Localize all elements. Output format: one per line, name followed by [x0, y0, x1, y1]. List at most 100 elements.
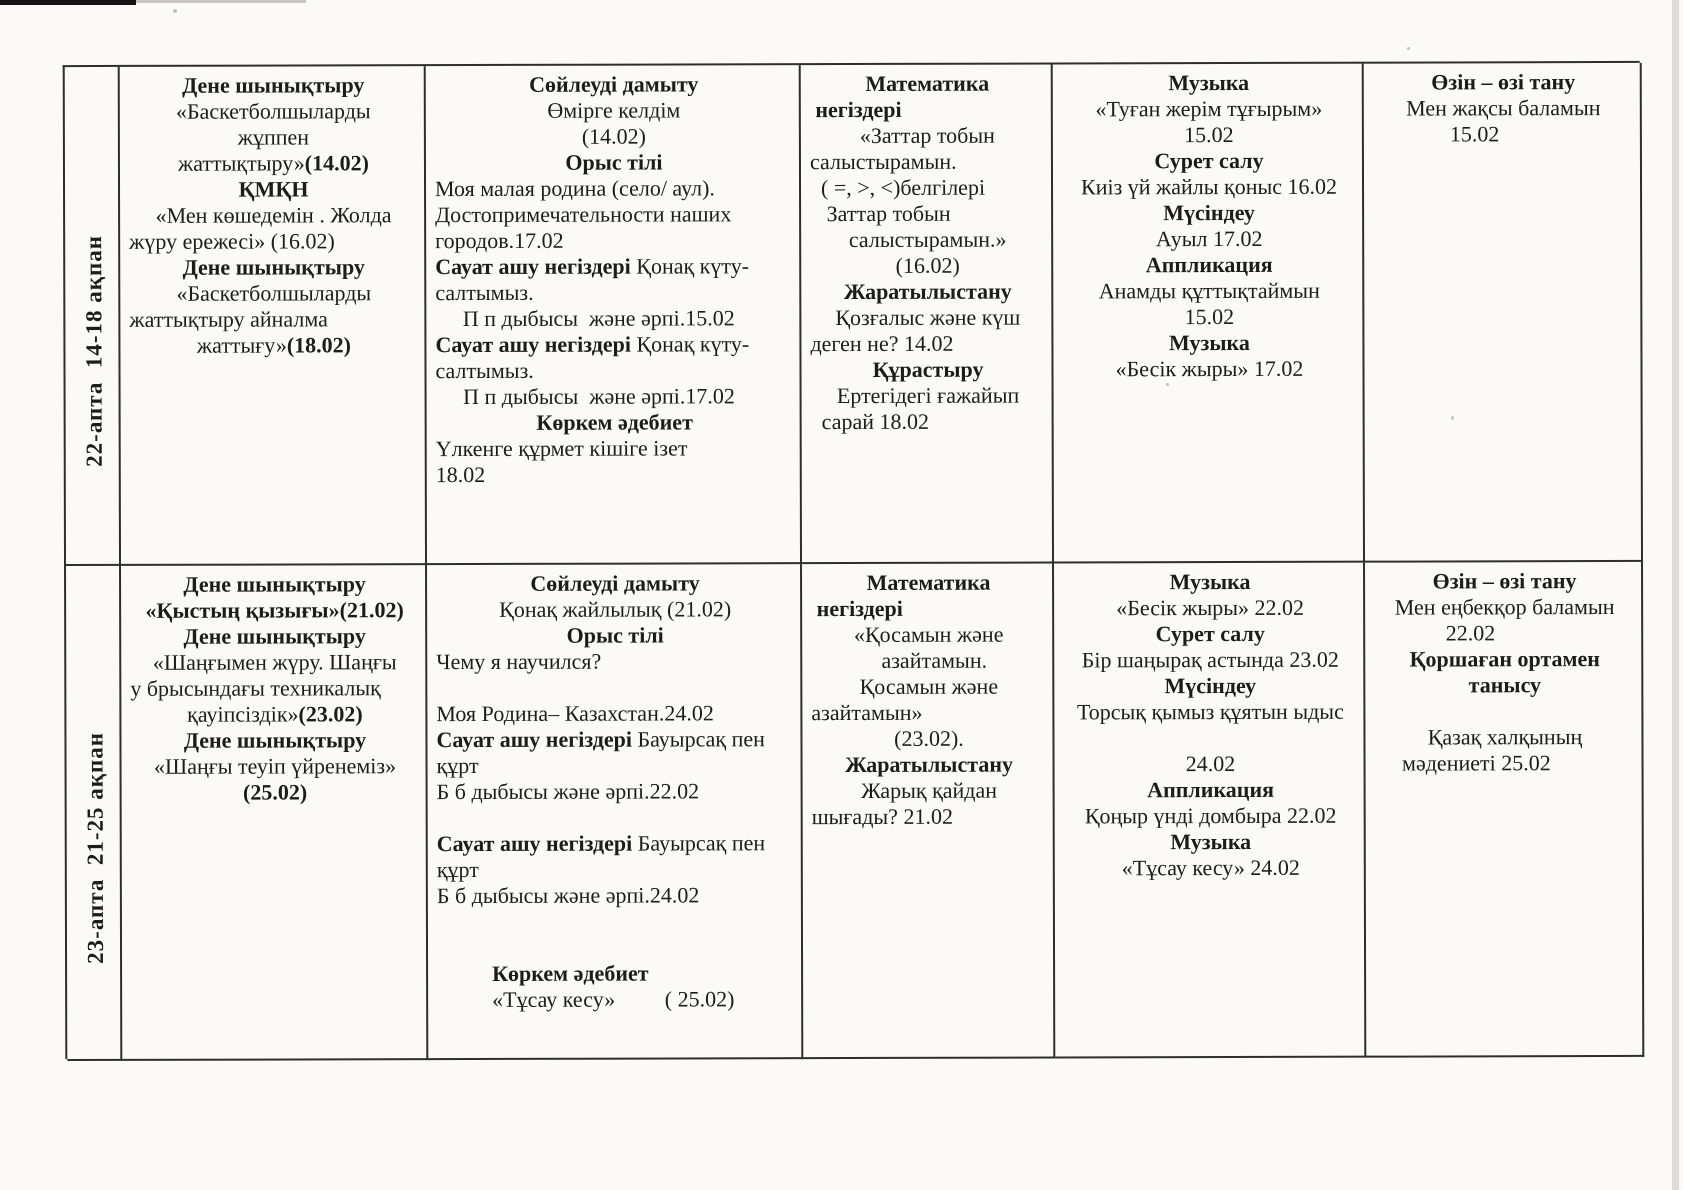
- text-line: танысу: [1374, 672, 1635, 699]
- text-segment: П п дыбысы және әрпі.17.02: [435, 383, 735, 410]
- text-line: Мүсіндеу: [1063, 673, 1357, 700]
- text-line: Аппликация: [1064, 777, 1358, 804]
- text-segment: Ауыл 17.02: [1155, 225, 1263, 252]
- text-segment: 15.02: [1184, 304, 1235, 330]
- text-line: «Мен көшедемін . Жолда: [129, 202, 418, 229]
- text-line: негіздері: [810, 96, 1045, 123]
- cell-physical-education-week22: Дене шынықтыру «Баскетболшыларды жұппен жат…: [119, 66, 428, 566]
- text-line: жаттықтыру айналма: [129, 306, 418, 333]
- text-segment: мәдениеті 25.02: [1374, 750, 1551, 776]
- cell-physical-education-week23: Дене шынықтыру «Қыстың қызығы»(21.02) Дене…: [121, 565, 429, 1061]
- text-line: (14.02): [435, 123, 793, 150]
- week-cell-23: 23-апта 21-25 ақпан: [66, 565, 123, 1062]
- text-line: Ертегідегі ғажайып: [811, 382, 1046, 409]
- text-line: Б б дыбысы және әрпі.22.02: [437, 778, 795, 805]
- text-line: [1374, 698, 1635, 725]
- text-line: Заттар тобын: [810, 200, 1045, 227]
- text-line: [437, 908, 795, 935]
- text-line: Музыка: [1064, 829, 1358, 856]
- text-segment-bold: Өзін – өзі тану: [1432, 568, 1577, 594]
- text-segment-bold: Сурет салу: [1155, 620, 1265, 647]
- text-segment: салтымыз.: [435, 357, 534, 384]
- text-line: азайтамын.: [811, 647, 1046, 674]
- text-line: Дене шынықтыру: [129, 254, 418, 281]
- text-segment: ( =, >, <)белгілері: [809, 174, 986, 201]
- text-segment: Чему я научился?: [436, 648, 602, 675]
- text-segment: 22.02: [1374, 620, 1496, 646]
- text-line: салыстырамын.: [810, 148, 1045, 175]
- text-line: 15.02: [1062, 304, 1356, 331]
- text-line: «Тұсау кесу» ( 25.02): [437, 986, 795, 1013]
- text-segment-bold: негіздері: [809, 96, 902, 123]
- scan-artifact: [136, 0, 306, 3]
- text-line: ҚМҚН: [129, 176, 418, 203]
- text-segment: Б б дыбысы және әрпі.22.02: [436, 778, 700, 805]
- text-segment: құрт: [436, 856, 479, 883]
- text-line: (25.02): [131, 779, 420, 806]
- text-segment: «Заттар тобын: [859, 122, 995, 148]
- text-segment-bold: Жаратылыстану: [843, 278, 1012, 305]
- text-line: Бір шаңырақ астында 23.02: [1063, 647, 1357, 674]
- text-segment: городов.17.02: [435, 227, 564, 254]
- text-segment: Қозғалыс және күш: [835, 304, 1021, 331]
- scan-speck: [173, 9, 177, 13]
- text-line: Өзін – өзі тану: [1373, 69, 1634, 96]
- text-line: Қоршаған ортамен: [1374, 646, 1635, 673]
- text-segment: «Тұсау кесу» ( 25.02): [437, 986, 735, 1013]
- text-segment: сарай 18.02: [810, 408, 930, 435]
- text-line: құрт: [437, 752, 795, 779]
- cell-self-knowledge-week23: Өзін – өзі тану Мен еңбекқор баламын 22.0…: [1365, 561, 1645, 1058]
- text-segment: Өмірге келдім: [547, 97, 681, 123]
- text-segment-bold: (18.02): [286, 332, 352, 358]
- text-line: салыстырамын.»: [810, 226, 1045, 253]
- text-line: Құрастыру: [810, 356, 1045, 383]
- text-line: салтымыз.: [435, 279, 793, 306]
- text-line: 18.02: [436, 461, 794, 488]
- text-line: Орыс тілі: [435, 149, 793, 176]
- text-segment: «Бесік жыры» 17.02: [1115, 355, 1304, 382]
- text-segment: жұппен: [237, 124, 310, 150]
- text-segment-bold: Сауат ашу негіздері: [436, 726, 633, 753]
- text-segment: Қонақ күту-: [630, 331, 750, 357]
- text-line: (16.02): [810, 252, 1045, 279]
- lesson-plan-table: 22-апта 14-18 ақпан Дене шынықтыру «Баске…: [62, 60, 1645, 1062]
- text-segment: Моя малая родина (село/ аул).: [434, 175, 715, 202]
- text-segment-bold: Сауат ашу негіздері: [435, 331, 631, 358]
- text-line: Торсық қымыз құятын ыдыс: [1063, 699, 1357, 726]
- text-segment-bold: Орыс тілі: [565, 149, 663, 175]
- text-segment-bold: Математика: [865, 70, 990, 96]
- text-line: Сурет салу: [1063, 621, 1357, 648]
- text-segment: [437, 805, 443, 830]
- text-line: Достопримечательности наших: [435, 201, 793, 228]
- text-line: Сөйлеуді дамыту: [436, 570, 794, 597]
- text-line: Дене шынықтыру: [129, 72, 418, 99]
- text-segment: «Тұсау кесу» 24.02: [1121, 854, 1300, 881]
- text-segment-bold: Сурет салу: [1154, 147, 1264, 174]
- text-segment-bold: Сауат ашу негіздері: [436, 830, 633, 857]
- text-segment-bold: Математика: [866, 569, 991, 595]
- text-segment: жаттығу»: [196, 332, 287, 358]
- text-line: мәдениеті 25.02: [1375, 750, 1636, 777]
- text-segment: қауіпсіздік»: [187, 701, 299, 727]
- text-line: жаттықтыру»(14.02): [129, 150, 418, 177]
- text-line: «Туған жерім тұғырым»: [1062, 96, 1356, 123]
- text-line: Дене шынықтыру: [130, 571, 419, 598]
- text-segment: [1374, 699, 1380, 724]
- cell-mathematics-week22: Математика негіздері «Заттар тобын салысты…: [800, 64, 1055, 565]
- text-segment: азайтамын»: [811, 699, 923, 726]
- text-segment-bold: негіздері: [811, 595, 903, 622]
- text-segment: Торсық қымыз құятын ыдыс: [1076, 698, 1344, 725]
- text-line: [437, 804, 795, 831]
- text-segment: (14.02): [581, 123, 647, 149]
- text-segment: жаттықтыру»: [177, 150, 305, 176]
- text-line: «Тұсау кесу» 24.02: [1064, 855, 1358, 882]
- text-segment: у брысындағы техникалық: [130, 675, 381, 701]
- text-segment: [1063, 725, 1069, 750]
- text-segment: [437, 935, 443, 960]
- text-segment: 18.02: [435, 461, 486, 488]
- text-line: жаттығу»(18.02): [129, 332, 418, 359]
- text-segment-bold: танысу: [1468, 672, 1542, 698]
- text-segment-bold: Музыка: [1168, 329, 1250, 356]
- text-segment: Киіз үй жайлы қоныс 16.02: [1080, 173, 1338, 200]
- text-line: «Шаңғы теуіп үйренеміз»: [131, 753, 420, 780]
